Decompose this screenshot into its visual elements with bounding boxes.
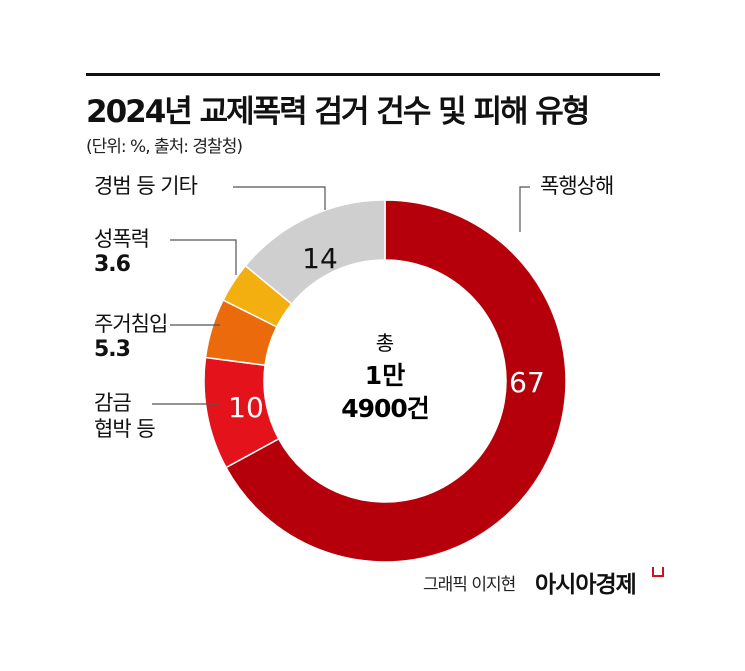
center-label-1: 1만 bbox=[365, 361, 405, 390]
leader-line-sexual bbox=[170, 239, 237, 275]
graphic-credit: 그래픽 이지현 bbox=[423, 575, 516, 595]
brand-mark-icon bbox=[652, 567, 664, 577]
slice-value-other: 14 bbox=[302, 242, 338, 275]
slice-value-confine: 10 bbox=[228, 391, 264, 424]
leader-line-other bbox=[233, 186, 326, 210]
title-rule bbox=[86, 73, 660, 76]
label-sexual-name: 성폭력 bbox=[94, 227, 150, 251]
chart-subtitle: (단위: %, 출처: 경찰청) bbox=[86, 137, 243, 157]
leader-line-assault bbox=[519, 186, 530, 232]
chart-title: 2024년 교제폭력 검거 건수 및 피해 유형 bbox=[86, 94, 590, 130]
brand-logo: 아시아경제 bbox=[535, 572, 637, 598]
label-assault: 폭행상해 bbox=[540, 174, 614, 198]
label-sexual-value: 3.6 bbox=[94, 252, 131, 277]
label-sexual: 성폭력 3.6 bbox=[94, 226, 150, 278]
label-trespass: 주거침입 5.3 bbox=[94, 311, 168, 363]
slice-0 bbox=[225, 199, 567, 563]
slice-4 bbox=[244, 199, 386, 306]
label-confine: 감금 협박 등 bbox=[94, 390, 156, 442]
label-confine-line2: 협박 등 bbox=[94, 417, 156, 441]
slice-value-assault: 67 bbox=[509, 366, 545, 399]
center-label-2: 4900건 bbox=[341, 394, 429, 423]
label-trespass-value: 5.3 bbox=[94, 337, 131, 362]
center-label-0: 총 bbox=[376, 331, 394, 355]
label-trespass-name: 주거침입 bbox=[94, 312, 168, 336]
label-other: 경범 등 기타 bbox=[94, 174, 198, 198]
label-confine-line1: 감금 bbox=[94, 391, 132, 415]
